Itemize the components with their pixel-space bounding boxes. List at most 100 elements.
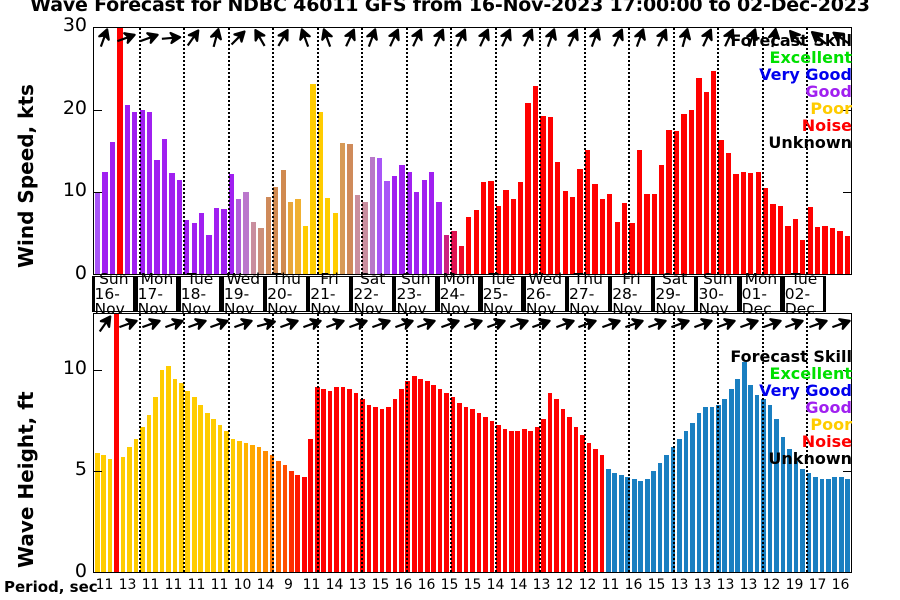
bar — [340, 386, 346, 572]
bar — [528, 430, 534, 572]
day-gridline — [539, 28, 542, 274]
bar — [502, 428, 508, 572]
bar — [146, 414, 152, 572]
bar — [814, 227, 821, 274]
wind-speed-axis-label: Wind Speed, kts — [14, 84, 38, 268]
day-of-week-label: Fri — [622, 269, 641, 288]
bar — [555, 162, 561, 274]
bar — [263, 451, 268, 572]
day-gridline — [227, 28, 230, 274]
bar — [540, 115, 546, 274]
bar — [317, 111, 323, 274]
bar — [399, 164, 405, 274]
bar — [785, 226, 791, 274]
bar — [508, 430, 514, 572]
day-of-week-label: Fri — [320, 269, 339, 288]
bar — [463, 406, 469, 572]
bar — [109, 141, 116, 274]
y-tick-mark — [93, 369, 102, 371]
period-value: 14 — [509, 577, 528, 593]
bar — [838, 477, 844, 572]
bar — [800, 469, 805, 572]
period-value: 14 — [325, 577, 344, 593]
day-of-week-label: Thu — [573, 269, 603, 288]
bar — [584, 150, 591, 274]
day-of-week-label: Wed — [528, 269, 563, 288]
bar — [525, 102, 531, 274]
day-cell: Mon 24-Nov — [436, 271, 482, 316]
day-cell: Tue 25-Nov — [479, 271, 525, 316]
day-cell: Fri 21-Nov — [307, 271, 352, 316]
bar — [629, 223, 635, 274]
bar — [813, 477, 818, 572]
bar — [503, 189, 509, 274]
bar — [405, 380, 411, 572]
day-gridline — [405, 28, 408, 274]
bar — [829, 228, 836, 274]
period-value: 17 — [808, 577, 827, 593]
bar — [470, 408, 475, 572]
legend-item-very-good: Very Good — [759, 65, 852, 84]
bar — [334, 386, 339, 572]
bar — [483, 416, 488, 572]
day-cell: Sun 23-Nov — [393, 271, 439, 316]
bar — [560, 408, 566, 572]
bar — [228, 173, 234, 274]
bar — [102, 172, 108, 274]
bar — [184, 219, 190, 274]
day-gridline — [138, 28, 141, 274]
legend-item-excellent: Excellent — [769, 48, 852, 67]
day-of-week-label: Thu — [271, 269, 301, 288]
bar — [117, 28, 123, 274]
period-values-row: 11 13 11 11 11 11 10 14 9 11 14 13 15 16 16 15 15 14 14 13 1… — [93, 577, 852, 593]
bar — [636, 150, 643, 274]
bar — [541, 418, 546, 572]
bar — [599, 198, 606, 274]
period-value: 14 — [486, 577, 505, 593]
bar — [845, 479, 851, 572]
period-value: 13 — [348, 577, 367, 593]
bar — [224, 430, 229, 572]
bar — [792, 219, 798, 274]
day-of-week-label: Sun — [401, 269, 431, 288]
day-gridline — [450, 28, 453, 274]
period-value: 16 — [394, 577, 413, 593]
wave-height-axis-label: Wave Height, ft — [14, 391, 38, 568]
bar — [287, 201, 294, 274]
period-value: 13 — [739, 577, 758, 593]
bar — [198, 404, 204, 572]
bar — [250, 222, 257, 274]
bar — [618, 475, 624, 572]
bar — [573, 426, 579, 572]
day-gridline — [316, 28, 319, 274]
legend-item-poor: Poor — [810, 415, 852, 434]
y-tick-mark — [843, 369, 852, 371]
day-gridline — [583, 28, 586, 274]
day-gridline — [361, 28, 364, 274]
bar — [191, 223, 197, 274]
bar — [489, 420, 495, 572]
bar — [644, 479, 650, 572]
y-tick-mark — [843, 192, 852, 194]
bar — [353, 392, 359, 572]
legend-item-noise: Noise — [801, 116, 852, 135]
bar — [677, 438, 682, 572]
day-cell: Wed 19-Nov — [220, 271, 266, 316]
bar — [221, 209, 227, 274]
bar — [690, 422, 695, 572]
period-value: 15 — [463, 577, 482, 593]
wind-speed-bars — [94, 28, 851, 274]
bar — [250, 445, 255, 572]
bar — [243, 192, 249, 274]
bar — [762, 187, 769, 274]
day-gridline — [672, 314, 675, 572]
bar — [473, 210, 479, 274]
bar — [384, 181, 390, 274]
y-tick-label: 0 — [74, 262, 87, 284]
wave-height-chart-panel — [93, 313, 852, 573]
bar — [659, 164, 665, 274]
bar — [577, 169, 583, 274]
bar — [107, 459, 113, 572]
y-tick-label: 10 — [62, 179, 87, 202]
day-of-week-label: Sat — [359, 269, 386, 288]
